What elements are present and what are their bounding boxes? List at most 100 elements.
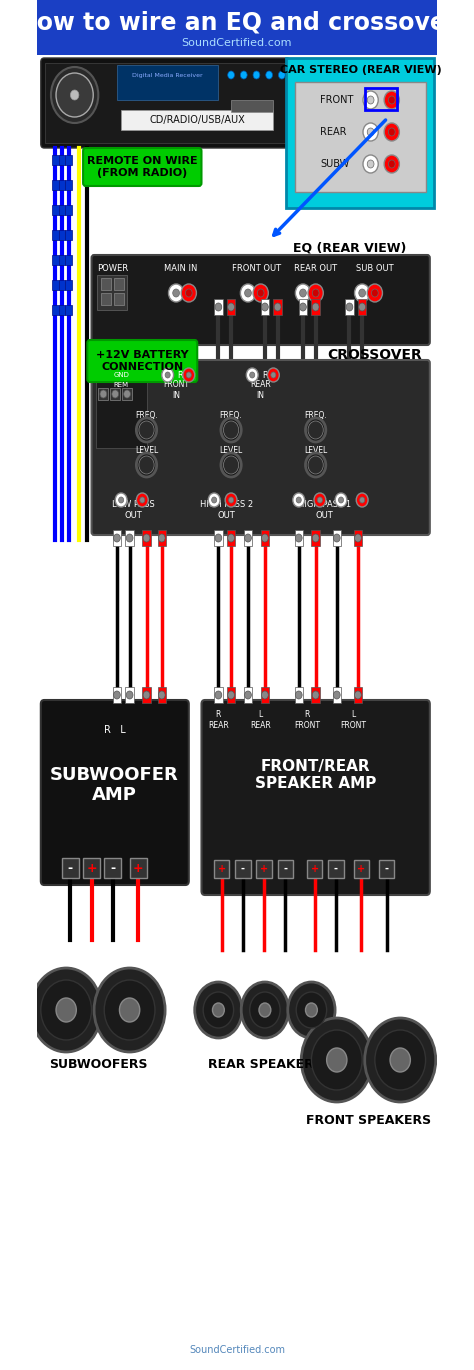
Bar [261,299,269,315]
Circle shape [333,690,340,699]
Bar [52,206,59,215]
Bar [121,110,273,130]
Circle shape [306,418,326,443]
Bar [98,275,127,310]
Bar [65,155,72,164]
FancyBboxPatch shape [41,58,290,148]
Circle shape [259,1003,271,1017]
Circle shape [312,303,319,311]
Circle shape [312,690,319,699]
Bar [214,686,223,703]
Text: HIGH PASS 1
OUT: HIGH PASS 1 OUT [298,500,351,519]
Bar [114,278,124,290]
Bar [278,860,293,878]
Circle shape [126,690,133,699]
Circle shape [375,1030,426,1091]
Circle shape [367,160,374,169]
Circle shape [143,690,150,699]
Circle shape [114,534,120,543]
Text: +12V BATTERY
CONNECTION: +12V BATTERY CONNECTION [96,351,189,371]
Circle shape [245,289,251,297]
Text: FRONT OUT: FRONT OUT [232,263,281,273]
Circle shape [253,71,260,79]
Text: REAR
IN: REAR IN [250,381,271,400]
Circle shape [363,155,378,173]
Bar [157,530,166,547]
Bar [214,299,223,315]
Circle shape [338,497,344,503]
Bar [59,179,65,190]
Text: LEVEL: LEVEL [219,445,243,455]
Bar [52,155,59,164]
Circle shape [295,284,310,301]
Bar [157,686,166,703]
Circle shape [335,493,347,507]
Circle shape [240,71,247,79]
Circle shape [372,289,378,297]
Bar [65,179,72,190]
Bar [65,306,72,315]
Circle shape [56,997,76,1022]
FancyBboxPatch shape [41,700,189,885]
Bar [214,860,229,878]
Text: FRONT
IN: FRONT IN [163,381,189,400]
Circle shape [363,123,378,141]
Bar [36,0,438,55]
Circle shape [327,1048,347,1071]
Bar [65,255,72,264]
Bar [114,293,124,306]
Circle shape [208,493,220,507]
Circle shape [262,534,268,543]
Text: EQ (REAR VIEW): EQ (REAR VIEW) [293,241,406,255]
Circle shape [363,90,378,110]
Bar [294,686,303,703]
Circle shape [295,690,302,699]
Text: REM: REM [114,382,129,388]
Circle shape [306,453,326,477]
Text: SUBW: SUBW [320,159,349,169]
Bar [83,858,100,878]
Circle shape [185,289,192,297]
Circle shape [94,969,165,1052]
Bar [59,155,65,164]
Text: -: - [334,864,338,874]
Text: MAIN IN: MAIN IN [164,263,197,273]
Bar [65,230,72,240]
Text: REAR: REAR [320,127,346,137]
Circle shape [300,289,306,297]
Bar [294,82,426,192]
Bar [354,686,362,703]
Circle shape [118,497,124,503]
Circle shape [367,284,383,301]
Text: +: + [86,862,97,874]
Circle shape [162,369,173,382]
FancyBboxPatch shape [201,700,430,895]
Bar [110,388,120,400]
Circle shape [301,1018,372,1101]
Circle shape [228,690,235,699]
Bar [231,100,273,112]
Bar [256,860,272,878]
Circle shape [137,493,148,507]
Text: R
REAR: R REAR [208,710,229,730]
Bar [244,530,252,547]
Text: -: - [68,862,73,874]
Circle shape [168,284,184,301]
Bar [62,858,79,878]
FancyBboxPatch shape [91,360,430,536]
Bar [104,858,121,878]
Circle shape [140,497,145,503]
Circle shape [139,421,154,438]
Circle shape [137,453,157,477]
Circle shape [41,980,91,1040]
Bar [52,230,59,240]
Circle shape [312,289,319,297]
Circle shape [296,497,301,503]
Bar [59,279,65,290]
Circle shape [266,71,273,79]
Circle shape [158,534,165,543]
Text: -: - [385,864,389,874]
Bar [261,686,269,703]
Circle shape [212,1003,224,1017]
Circle shape [183,369,195,382]
